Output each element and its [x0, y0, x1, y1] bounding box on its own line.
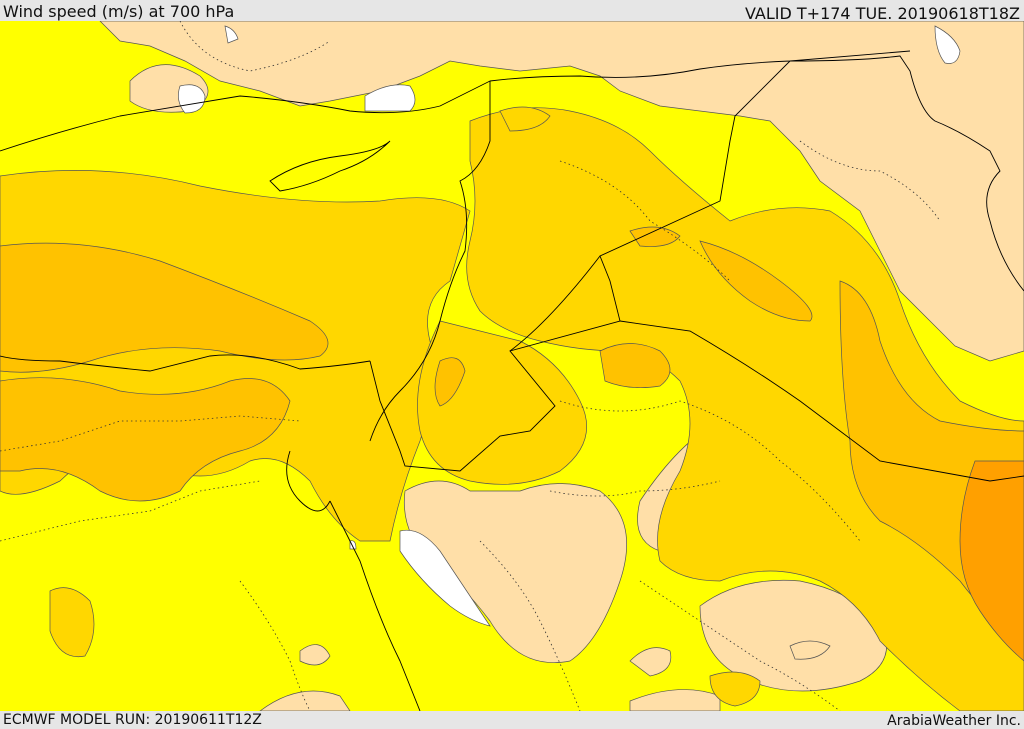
footer-bar: ECMWF MODEL RUN: 20190611T12Z ArabiaWeat… — [0, 711, 1024, 729]
wind-field-20-25 — [959, 460, 1024, 662]
credit: ArabiaWeather Inc. — [887, 713, 1021, 729]
missing-data-areas — [178, 25, 961, 627]
province-lines — [0, 21, 941, 711]
model-run: ECMWF MODEL RUN: 20190611T12Z — [3, 712, 262, 728]
valid-time: VALID T+174 TUE. 20190618T18Z — [744, 4, 1020, 23]
header-bar: Wind speed (m/s) at 700 hPa VALID T+174 … — [0, 0, 1024, 22]
borders-coastlines — [0, 50, 1024, 711]
wind-speed-map — [0, 21, 1024, 711]
map-title: Wind speed (m/s) at 700 hPa — [3, 2, 235, 21]
